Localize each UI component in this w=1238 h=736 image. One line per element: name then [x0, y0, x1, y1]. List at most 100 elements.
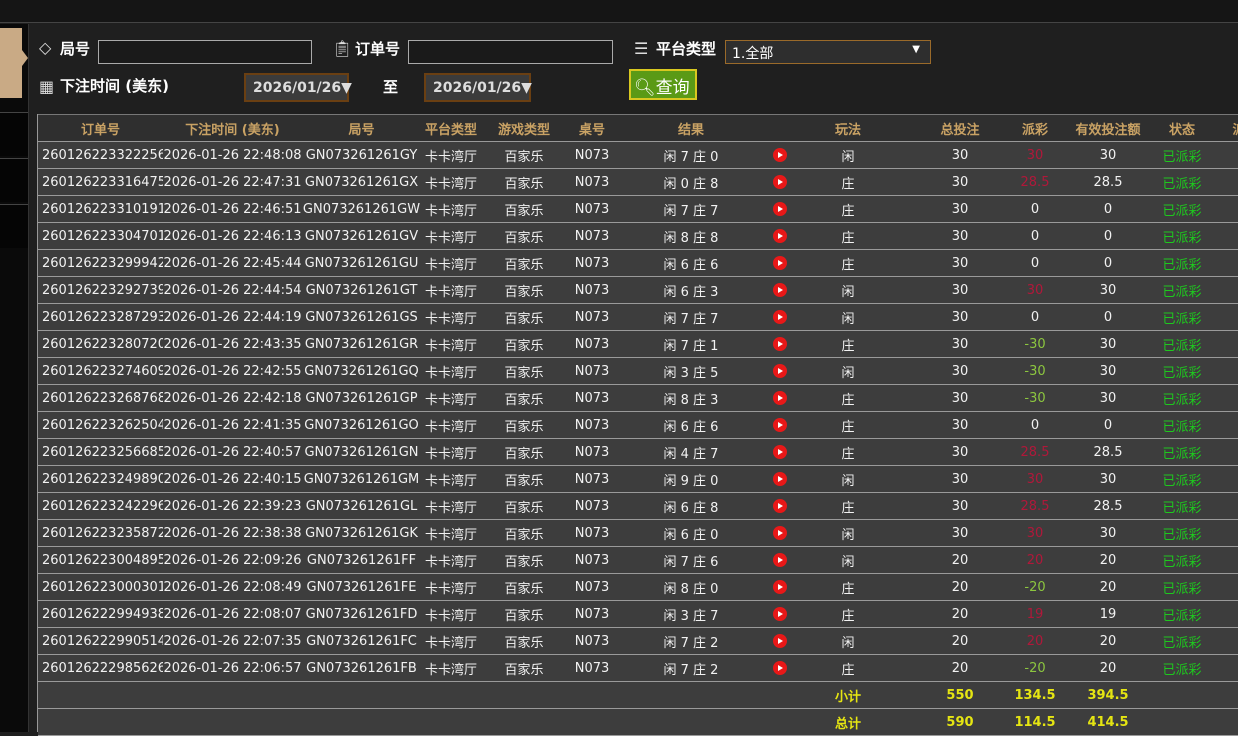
- order-id: 260126223292739: [38, 276, 163, 304]
- game-type: 百家乐: [481, 465, 567, 493]
- play-video-icon[interactable]: [773, 256, 787, 270]
- table-row: 260126223280720 2026-01-26 22:43:35 GN0732…: [38, 330, 1238, 358]
- play-video-icon[interactable]: [773, 499, 787, 513]
- video-cell: [765, 195, 795, 223]
- game-type: 百家乐: [481, 168, 567, 196]
- table-row: 260126223268768 2026-01-26 22:42:18 GN0732…: [38, 384, 1238, 412]
- play-video-icon[interactable]: [773, 472, 787, 486]
- bet-time: 2026-01-26 22:39:23: [163, 492, 302, 520]
- total-bet: 30: [920, 330, 1000, 358]
- bet-time: 2026-01-26 22:42:55: [163, 357, 302, 385]
- empty-cell: [38, 708, 163, 736]
- totals-label: 总计: [795, 708, 920, 736]
- platform-select[interactable]: 1.全部 ▼: [725, 40, 931, 64]
- sidebar-item[interactable]: [0, 204, 28, 248]
- date-from-select[interactable]: 2026/01/26▼: [244, 73, 352, 102]
- status: 已派彩: [1146, 546, 1218, 574]
- empty-cell: [1218, 708, 1238, 736]
- play-video-icon[interactable]: [773, 526, 787, 540]
- play-video-icon[interactable]: [773, 391, 787, 405]
- platform-type: 卡卡湾厅: [421, 357, 481, 385]
- play-video-icon[interactable]: [773, 580, 787, 594]
- play-video-icon[interactable]: [773, 364, 787, 378]
- order-id: 260126223256685: [38, 438, 163, 466]
- play-type: 庄: [795, 573, 920, 601]
- total-bet: 30: [920, 492, 1000, 520]
- extra-cell: [1218, 654, 1238, 682]
- play-video-icon[interactable]: [773, 634, 787, 648]
- platform-type: 卡卡湾厅: [421, 195, 481, 223]
- play-video-icon[interactable]: [773, 148, 787, 162]
- empty-cell: [421, 681, 481, 709]
- play-video-icon[interactable]: [773, 418, 787, 432]
- play-video-icon[interactable]: [773, 202, 787, 216]
- round-id: GN073261261GU: [302, 249, 421, 277]
- play-type: 庄: [795, 600, 920, 628]
- status: 已派彩: [1146, 465, 1218, 493]
- round-id: GN073261261GY: [302, 141, 421, 169]
- play-video-icon[interactable]: [773, 175, 787, 189]
- video-cell: [765, 600, 795, 628]
- table-row: 260126223304701 2026-01-26 22:46:13 GN0732…: [38, 222, 1238, 250]
- bet-time: 2026-01-26 22:47:31: [163, 168, 302, 196]
- video-cell: [765, 357, 795, 385]
- play-video-icon[interactable]: [773, 229, 787, 243]
- totals-row: 小计 550 134.5 394.5: [38, 681, 1238, 709]
- orders-table: 订单号 下注时间 (美东) 局号 平台类型 游戏类型 桌号 结果 玩法 总投注 派彩 有效投注额 状态…: [38, 114, 1238, 736]
- status: 已派彩: [1146, 276, 1218, 304]
- game-type: 百家乐: [481, 195, 567, 223]
- game-type: 百家乐: [481, 276, 567, 304]
- payout: 0: [1000, 303, 1070, 331]
- order-id: 260126223262504: [38, 411, 163, 439]
- result: 闲 6 庄 0: [617, 519, 765, 547]
- round-id: GN073261261FF: [302, 546, 421, 574]
- totals-payout: 114.5: [1000, 708, 1070, 736]
- play-video-icon[interactable]: [773, 661, 787, 675]
- table-row: 260126223242296 2026-01-26 22:39:23 GN0732…: [38, 492, 1238, 520]
- sidebar-item[interactable]: [0, 158, 28, 202]
- play-video-icon[interactable]: [773, 553, 787, 567]
- query-label: 查询: [655, 78, 690, 98]
- totals-valid: 394.5: [1070, 681, 1146, 709]
- table-no: N073: [567, 168, 617, 196]
- game-type: 百家乐: [481, 492, 567, 520]
- platform-type: 卡卡湾厅: [421, 384, 481, 412]
- round-input[interactable]: [98, 40, 312, 64]
- video-cell: [765, 168, 795, 196]
- sidebar-active-tab[interactable]: [0, 28, 28, 98]
- play-video-icon[interactable]: [773, 445, 787, 459]
- game-type: 百家乐: [481, 600, 567, 628]
- empty-cell: [617, 681, 765, 709]
- video-cell: [765, 330, 795, 358]
- table-row: 260126223249890 2026-01-26 22:40:15 GN0732…: [38, 465, 1238, 493]
- column-header: 状态: [1146, 114, 1218, 142]
- order-id: 260126223235872: [38, 519, 163, 547]
- date-to-select[interactable]: 2026/01/26▼: [424, 73, 532, 102]
- extra-cell: [1218, 384, 1238, 412]
- result: 闲 3 庄 7: [617, 600, 765, 628]
- result: 闲 8 庄 3: [617, 384, 765, 412]
- bet-time: 2026-01-26 22:08:07: [163, 600, 302, 628]
- platform-type: 卡卡湾厅: [421, 546, 481, 574]
- round-id: GN073261261GT: [302, 276, 421, 304]
- bet-time: 2026-01-26 22:44:54: [163, 276, 302, 304]
- round-id: GN073261261FD: [302, 600, 421, 628]
- table-no: N073: [567, 546, 617, 574]
- totals-row: 总计 590 114.5 414.5: [38, 708, 1238, 736]
- play-video-icon[interactable]: [773, 337, 787, 351]
- order-input[interactable]: [408, 40, 613, 64]
- play-video-icon[interactable]: [773, 310, 787, 324]
- column-header: 游戏类型: [481, 114, 567, 142]
- result: 闲 6 庄 6: [617, 249, 765, 277]
- play-type: 闲: [795, 519, 920, 547]
- play-video-icon[interactable]: [773, 607, 787, 621]
- video-cell: [765, 627, 795, 655]
- extra-cell: [1218, 249, 1238, 277]
- empty-cell: [302, 681, 421, 709]
- sidebar-item[interactable]: [0, 112, 28, 156]
- extra-cell: [1218, 276, 1238, 304]
- payout: 28.5: [1000, 438, 1070, 466]
- play-video-icon[interactable]: [773, 283, 787, 297]
- play-type: 闲: [795, 627, 920, 655]
- query-button[interactable]: 🔍︎查询: [629, 69, 697, 100]
